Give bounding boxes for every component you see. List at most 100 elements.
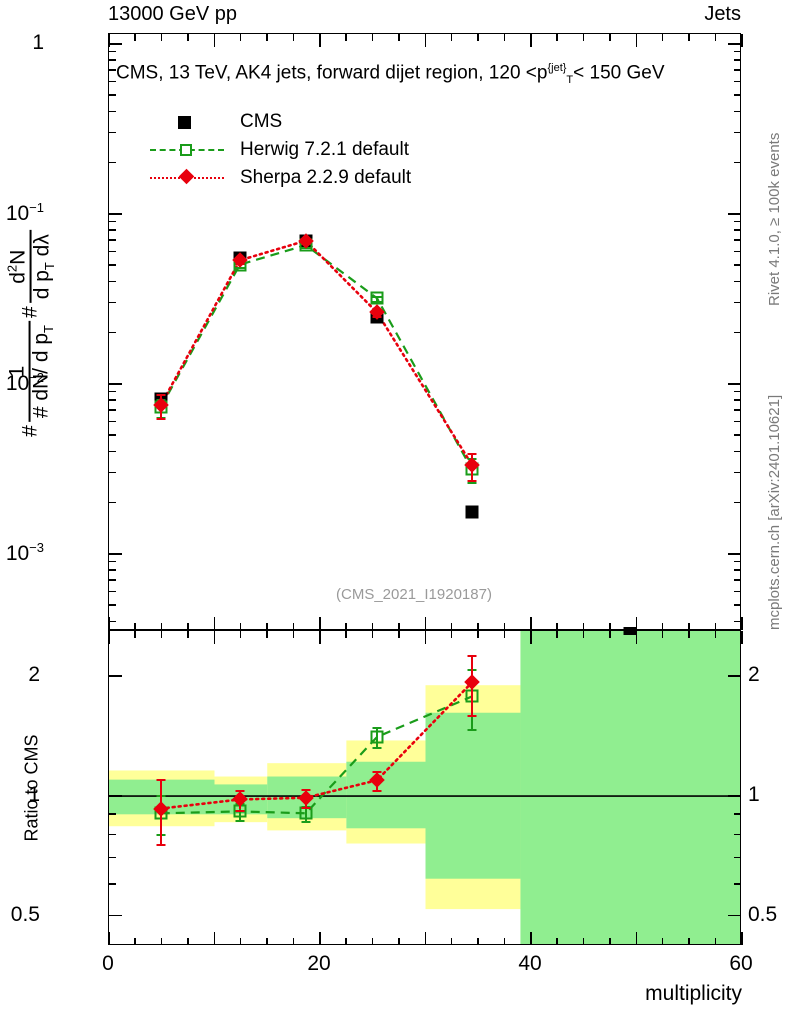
axis-tick (345, 623, 347, 630)
error-bar-cap (467, 479, 477, 482)
axis-tick (609, 623, 611, 630)
axis-tick (734, 50, 741, 53)
ratio-error-bar-cap (372, 747, 382, 750)
axis-tick (109, 590, 116, 593)
legend-key-cms (150, 113, 224, 131)
axis-tick (424, 617, 427, 630)
axis-tick (109, 250, 116, 253)
axis-tick (728, 553, 741, 555)
axis-tick (734, 620, 741, 623)
axis-tick (734, 883, 741, 885)
axis-tick (239, 938, 242, 945)
axis-tick (239, 631, 242, 638)
axis-tick (109, 383, 122, 385)
axis-tick (734, 579, 741, 581)
axis-tick (609, 631, 611, 638)
axis-tick (371, 631, 374, 638)
main-y-tick-label: 10−1 (5, 200, 44, 225)
axis-tick (556, 631, 558, 638)
axis-tick (239, 34, 242, 41)
axis-tick (728, 213, 741, 215)
plot-title: CMS, 13 TeV, AK4 jets, forward dijet reg… (116, 62, 665, 86)
axis-tick (109, 69, 116, 71)
axis-tick (109, 80, 116, 83)
axis-tick (398, 623, 400, 630)
mcplots-source-caption: mcplots.cern.ch [arXiv:2401.10621] (766, 394, 783, 630)
main-curve-sherpa (159, 239, 474, 467)
axis-tick (734, 161, 741, 164)
ratio-plot-frame (108, 630, 741, 945)
ratio-curve-sherpa (159, 681, 474, 810)
axis-tick (734, 94, 741, 96)
axis-tick (109, 434, 116, 436)
axis-tick (635, 631, 638, 644)
x-tick-label: 0 (102, 952, 114, 975)
axis-tick (109, 161, 116, 164)
axis-tick (319, 631, 321, 644)
ratio-error-bar-cap (156, 779, 166, 782)
axis-tick (108, 631, 110, 644)
plot-title-sub: T (566, 74, 574, 87)
ratio-y-tick-label: 2 (748, 663, 760, 687)
process-label: Jets (704, 3, 741, 25)
axis-tick (728, 914, 741, 917)
axis-tick (109, 420, 116, 423)
axis-tick (734, 604, 741, 606)
cms-data-point (465, 505, 479, 519)
axis-tick (741, 932, 743, 945)
axis-tick (160, 34, 163, 41)
axis-tick (424, 932, 427, 945)
axis-tick (582, 623, 585, 630)
ratio-y-tick-label: 2 (28, 663, 40, 687)
axis-tick (213, 932, 216, 945)
ratio-herwig-point (370, 730, 384, 744)
axis-tick (266, 938, 268, 945)
axis-tick (661, 34, 664, 41)
beam-label: 13000 GeV pp (108, 3, 237, 25)
axis-tick (734, 399, 741, 402)
axis-tick (109, 331, 116, 334)
axis-tick (734, 110, 741, 113)
plot-title-pre: CMS, 13 TeV, AK4 jets, forward dijet reg… (116, 62, 548, 84)
axis-tick (109, 399, 116, 402)
axis-tick (109, 409, 116, 411)
axis-tick (319, 34, 321, 47)
rivet-version-caption: Rivet 4.1.0, ≥ 100k events (766, 132, 783, 306)
axis-tick (661, 623, 664, 630)
axis-tick (688, 34, 690, 41)
axis-tick (734, 220, 741, 223)
axis-tick (109, 59, 116, 62)
axis-tick (319, 617, 321, 630)
axis-tick (635, 34, 638, 47)
axis-tick (734, 239, 741, 241)
axis-tick (108, 617, 110, 630)
main-curve-herwig (159, 243, 473, 471)
green-open-square-marker-icon (180, 144, 192, 156)
axis-tick (582, 631, 585, 638)
axis-tick (292, 623, 295, 630)
axis-tick (728, 675, 741, 677)
axis-tick (734, 229, 741, 232)
ratio-y-tick-label: 0.5 (748, 902, 778, 926)
x-tick-label: 60 (729, 952, 753, 975)
axis-tick (714, 34, 717, 41)
legend-label-sherpa: Sherpa 2.2.9 default (240, 167, 412, 188)
error-bar-cap (467, 452, 477, 455)
legend: CMS Herwig 7.2.1 default Sherpa 2.2.9 de… (150, 108, 411, 192)
plot-title-post: < 150 GeV (573, 62, 665, 84)
ratio-error-bar-cap (301, 806, 311, 809)
axis-tick (109, 213, 122, 215)
ratio-y-tick-label: 0.5 (10, 902, 40, 926)
axis-tick (109, 264, 116, 266)
axis-tick (109, 675, 122, 677)
main-y-tick-label: 1 (32, 31, 44, 54)
axis-tick (319, 932, 321, 945)
ratio-error-bar-cap (467, 654, 477, 657)
axis-tick (450, 34, 453, 41)
legend-key-sherpa (150, 168, 224, 187)
axis-tick (109, 795, 122, 797)
axis-tick (292, 938, 295, 945)
axis-tick (734, 131, 741, 134)
ratio-curve-herwig (160, 695, 473, 815)
